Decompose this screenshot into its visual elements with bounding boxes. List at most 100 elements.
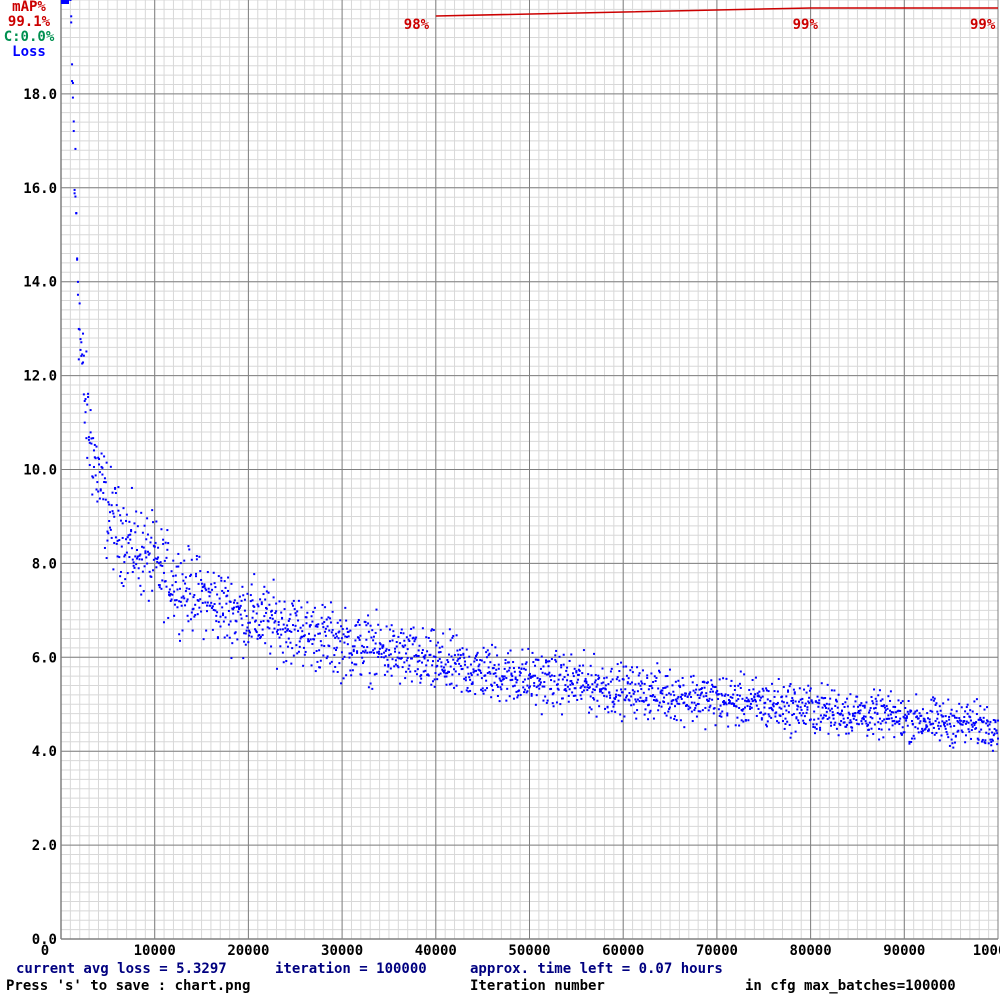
loss-point — [817, 705, 820, 708]
loss-point — [692, 674, 695, 677]
loss-point — [154, 541, 157, 544]
loss-point — [884, 709, 887, 712]
loss-point — [158, 586, 161, 589]
loss-point — [845, 732, 848, 735]
loss-point — [214, 609, 217, 612]
loss-point — [367, 686, 370, 689]
loss-point — [120, 545, 123, 548]
loss-point — [715, 691, 718, 694]
loss-point — [980, 728, 983, 731]
loss-point — [184, 604, 187, 607]
loss-point — [747, 719, 750, 722]
loss-point — [669, 716, 672, 719]
loss-point — [641, 682, 644, 685]
loss-point — [460, 690, 463, 693]
loss-point — [593, 652, 596, 655]
loss-point — [947, 698, 950, 701]
loss-point — [443, 675, 446, 678]
loss-point — [687, 708, 690, 711]
loss-point — [713, 707, 716, 710]
loss-point — [173, 599, 176, 602]
loss-point — [480, 671, 483, 674]
loss-point — [105, 557, 108, 560]
loss-point — [579, 686, 582, 689]
loss-point — [803, 722, 806, 725]
y-tick-label: 18.0 — [23, 87, 57, 103]
loss-point — [883, 718, 886, 721]
loss-point — [542, 699, 545, 702]
loss-point — [595, 715, 598, 718]
loss-point — [277, 621, 280, 624]
loss-point — [270, 614, 273, 617]
loss-point — [636, 690, 639, 693]
loss-point — [367, 630, 370, 633]
loss-point — [970, 729, 973, 732]
loss-point — [226, 634, 229, 637]
loss-point — [162, 621, 165, 624]
loss-point — [487, 654, 490, 657]
loss-point — [881, 720, 884, 723]
loss-point — [760, 696, 763, 699]
loss-point — [443, 669, 446, 672]
loss-point — [183, 597, 186, 600]
loss-point — [476, 673, 479, 676]
loss-point — [340, 625, 343, 628]
loss-point — [600, 688, 603, 691]
loss-point — [932, 722, 935, 725]
loss-point — [588, 686, 591, 689]
loss-point — [869, 716, 872, 719]
loss-point — [190, 558, 193, 561]
loss-point — [378, 647, 381, 650]
loss-point — [354, 639, 357, 642]
loss-point — [673, 717, 676, 720]
loss-point — [932, 726, 935, 729]
loss-point — [604, 684, 607, 687]
loss-point — [391, 658, 394, 661]
loss-point — [518, 689, 521, 692]
loss-point — [193, 615, 196, 618]
loss-point — [850, 721, 853, 724]
loss-point — [475, 653, 478, 656]
loss-point — [931, 731, 934, 734]
loss-point — [955, 716, 958, 719]
loss-point — [571, 682, 574, 685]
loss-point — [698, 688, 701, 691]
loss-point — [989, 720, 992, 723]
loss-point — [991, 739, 994, 742]
loss-point — [402, 646, 405, 649]
loss-point — [519, 671, 522, 674]
loss-point — [951, 714, 954, 717]
loss-point — [507, 652, 510, 655]
loss-point — [528, 672, 531, 675]
loss-point — [847, 711, 850, 714]
loss-point — [863, 704, 866, 707]
loss-point — [582, 664, 585, 667]
loss-point — [687, 705, 690, 708]
loss-point — [469, 663, 472, 666]
loss-point — [985, 731, 988, 734]
loss-point — [808, 701, 811, 704]
loss-point — [133, 522, 136, 525]
loss-point — [125, 513, 128, 516]
loss-point — [174, 581, 177, 584]
loss-point — [533, 682, 536, 685]
loss-point — [539, 683, 542, 686]
loss-point — [647, 718, 650, 721]
loss-point — [541, 685, 544, 688]
loss-point — [232, 608, 235, 611]
loss-point — [991, 738, 994, 741]
loss-point — [512, 661, 515, 664]
loss-point — [885, 705, 888, 708]
loss-point — [896, 721, 899, 724]
loss-point — [795, 717, 798, 720]
loss-point — [147, 553, 150, 556]
loss-point — [372, 635, 375, 638]
loss-point — [276, 628, 279, 631]
loss-point — [281, 628, 284, 631]
loss-point — [248, 629, 251, 632]
loss-point — [652, 699, 655, 702]
loss-point — [355, 624, 358, 627]
loss-point — [463, 656, 466, 659]
loss-point — [883, 711, 886, 714]
loss-point — [933, 697, 936, 700]
